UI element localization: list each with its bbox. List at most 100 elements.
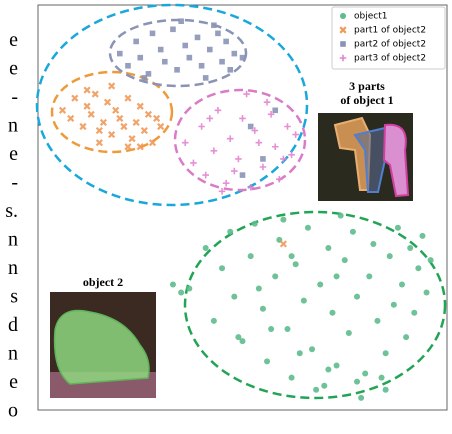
point [202, 171, 209, 179]
cropped-line: n [8, 343, 18, 365]
point [337, 212, 344, 219]
point [260, 156, 266, 162]
point [386, 253, 393, 260]
point [91, 90, 99, 98]
cropped-line: n [8, 229, 18, 251]
point [382, 350, 389, 357]
cropped-line: d [8, 314, 18, 336]
point [411, 309, 418, 316]
point [280, 216, 287, 223]
point [390, 301, 397, 308]
point [272, 107, 279, 114]
point [137, 54, 144, 61]
point [71, 94, 79, 102]
point [407, 245, 414, 251]
point [79, 122, 87, 131]
point [112, 106, 120, 114]
point [370, 240, 377, 247]
point [239, 172, 246, 178]
point [210, 317, 217, 324]
point [304, 224, 311, 231]
point [333, 362, 340, 369]
outline-object2 [35, 3, 309, 207]
point [247, 253, 254, 260]
legend-label: part2 of object2 [354, 40, 426, 50]
point [161, 58, 168, 65]
point [108, 82, 116, 90]
annotation: 3 parts [349, 79, 385, 93]
cluster-outlines [35, 3, 447, 400]
point [333, 273, 340, 280]
point [181, 139, 189, 146]
point [267, 111, 275, 118]
point [279, 240, 287, 248]
point [178, 289, 185, 296]
point [227, 67, 234, 73]
point [255, 139, 263, 146]
cropped-line: e [9, 371, 18, 393]
point [268, 326, 275, 332]
point [67, 114, 75, 122]
point [124, 94, 132, 102]
cropped-line: e [9, 58, 18, 80]
point [309, 346, 316, 353]
point [87, 110, 95, 118]
point [83, 86, 91, 94]
point [300, 297, 307, 304]
point [317, 281, 324, 288]
point [276, 175, 283, 183]
cropped-line: - [11, 172, 18, 194]
point [235, 334, 242, 341]
points [58, 18, 434, 401]
point [394, 224, 401, 231]
cropped-line: s. [5, 200, 18, 222]
point [378, 374, 385, 381]
outline-object1 [183, 210, 447, 400]
point [247, 123, 254, 130]
legend-label: part1 of object2 [354, 26, 426, 36]
point [341, 257, 348, 264]
legend: object1 part1 of object2 part2 of object2 p… [331, 6, 446, 70]
point [215, 30, 221, 37]
cropped-line: s [10, 286, 18, 308]
point [149, 30, 156, 37]
point [99, 118, 108, 127]
point [103, 98, 112, 106]
point [271, 143, 279, 151]
point [325, 366, 332, 373]
legend-box [331, 6, 446, 70]
point [174, 67, 180, 73]
point [202, 75, 209, 81]
point [415, 265, 422, 272]
point [148, 139, 157, 147]
point [264, 358, 271, 365]
point [247, 183, 254, 191]
point [223, 38, 229, 45]
point [345, 330, 352, 337]
point [354, 378, 361, 385]
dog-part [382, 123, 410, 198]
legend-marker [339, 54, 347, 62]
point [116, 114, 124, 122]
annotation: of object 1 [340, 93, 393, 107]
outline-part3 [173, 88, 307, 192]
cropped-line: n [8, 257, 18, 279]
point [128, 135, 136, 143]
cropped-line: e [9, 143, 18, 165]
point [194, 34, 201, 41]
point [95, 139, 103, 147]
point [120, 122, 128, 131]
point [423, 289, 430, 296]
legend-marker [340, 41, 346, 47]
point [186, 285, 193, 292]
point [219, 58, 225, 65]
point [211, 22, 217, 29]
point [182, 42, 189, 49]
point [125, 62, 131, 69]
point [198, 123, 205, 130]
point [117, 50, 123, 57]
point [259, 163, 267, 171]
point [227, 228, 234, 235]
